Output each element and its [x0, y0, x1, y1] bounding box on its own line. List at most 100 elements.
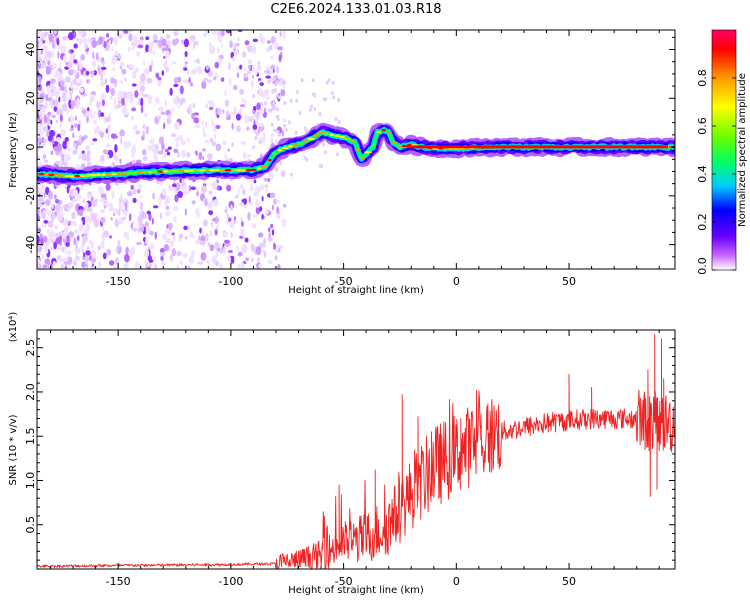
- noise-speck: [98, 36, 104, 45]
- noise-speck: [131, 159, 136, 165]
- noise-speck: [52, 261, 56, 266]
- noise-speck: [217, 247, 220, 252]
- noise-speck: [163, 55, 166, 60]
- noise-speck: [86, 116, 89, 124]
- x-tick-label: -150: [106, 275, 131, 288]
- noise-speck: [217, 47, 220, 54]
- noise-speck: [59, 61, 62, 70]
- noise-speck: [191, 112, 195, 120]
- noise-speck: [138, 183, 142, 190]
- snr-x-axis-label: Height of straight line (km): [288, 585, 424, 596]
- ridge-hotspot: [224, 169, 232, 172]
- noise-speck: [43, 235, 48, 243]
- noise-speck: [230, 204, 233, 209]
- noise-speck: [43, 219, 49, 224]
- ridge-hotspot: [183, 169, 190, 173]
- noise-speck: [181, 39, 184, 45]
- noise-speck: [248, 195, 252, 204]
- noise-speck: [93, 120, 98, 124]
- noise-speck: [182, 252, 188, 259]
- noise-speck: [147, 260, 151, 268]
- noise-speck: [78, 223, 84, 233]
- noise-speck: [80, 245, 85, 250]
- noise-speck: [80, 136, 85, 141]
- noise-speck: [173, 215, 177, 223]
- noise-speck: [129, 96, 134, 104]
- noise-speck: [253, 179, 257, 184]
- noise-speck: [113, 208, 119, 216]
- noise-speck: [248, 118, 253, 122]
- ridge-hotspot: [277, 148, 283, 152]
- noise-speck: [245, 126, 250, 131]
- ridge-hotspot: [354, 148, 361, 151]
- noise-speck: [53, 105, 58, 112]
- noise-speck: [76, 38, 80, 42]
- noise-speck: [91, 59, 97, 68]
- noise-speck: [37, 202, 41, 207]
- noise-speck: [295, 98, 299, 103]
- noise-speck: [270, 122, 274, 127]
- noise-speck: [165, 34, 171, 39]
- noise-speck: [45, 246, 49, 255]
- noise-speck: [45, 124, 48, 132]
- noise-speck: [195, 150, 198, 156]
- noise-speck: [255, 116, 258, 125]
- noise-speck: [254, 69, 258, 76]
- noise-speck: [64, 249, 67, 254]
- noise-speck: [91, 249, 97, 258]
- x-tick-label: -100: [218, 275, 243, 288]
- noise-speck: [64, 185, 67, 190]
- noise-speck: [100, 132, 104, 139]
- noise-speck: [267, 108, 271, 113]
- noise-speck: [187, 106, 191, 115]
- noise-speck: [277, 46, 284, 51]
- noise-speck: [125, 246, 130, 255]
- noise-speck: [209, 46, 216, 55]
- noise-speck: [335, 152, 339, 157]
- noise-speck: [171, 247, 177, 257]
- noise-speck: [79, 134, 82, 143]
- noise-speck: [305, 157, 309, 162]
- noise-speck: [106, 32, 110, 38]
- noise-speck: [239, 64, 243, 70]
- noise-speck: [123, 263, 127, 269]
- noise-speck: [37, 127, 43, 136]
- noise-speck: [264, 101, 268, 106]
- noise-speck: [138, 96, 141, 105]
- noise-speck: [223, 239, 230, 244]
- noise-speck: [212, 199, 219, 207]
- noise-speck: [83, 39, 87, 48]
- noise-speck: [228, 76, 232, 86]
- noise-speck: [222, 249, 227, 253]
- noise-speck: [110, 77, 115, 84]
- noise-speck: [337, 98, 341, 103]
- noise-speck: [68, 231, 74, 238]
- noise-speck: [289, 98, 293, 103]
- noise-speck: [97, 65, 100, 74]
- noise-speck: [257, 63, 261, 72]
- noise-speck: [94, 126, 100, 134]
- noise-speck: [81, 153, 88, 162]
- noise-speck: [73, 59, 78, 64]
- noise-speck: [300, 78, 304, 83]
- noise-speck: [244, 40, 250, 46]
- noise-speck: [121, 198, 128, 202]
- noise-speck: [233, 106, 237, 115]
- ridge-core-band: [406, 145, 669, 149]
- noise-speck: [40, 237, 44, 246]
- noise-speck: [135, 51, 141, 57]
- x-tick-label: -50: [335, 575, 353, 588]
- noise-speck: [165, 49, 170, 59]
- noise-speck: [72, 30, 77, 39]
- noise-speck: [172, 183, 177, 188]
- noise-speck: [60, 264, 63, 269]
- noise-speck: [273, 198, 277, 205]
- noise-speck: [242, 51, 247, 59]
- noise-speck: [159, 136, 165, 145]
- noise-speck: [74, 115, 77, 121]
- noise-speck: [45, 93, 49, 102]
- noise-speck: [243, 198, 247, 205]
- noise-speck: [99, 198, 105, 202]
- noise-speck: [191, 200, 196, 205]
